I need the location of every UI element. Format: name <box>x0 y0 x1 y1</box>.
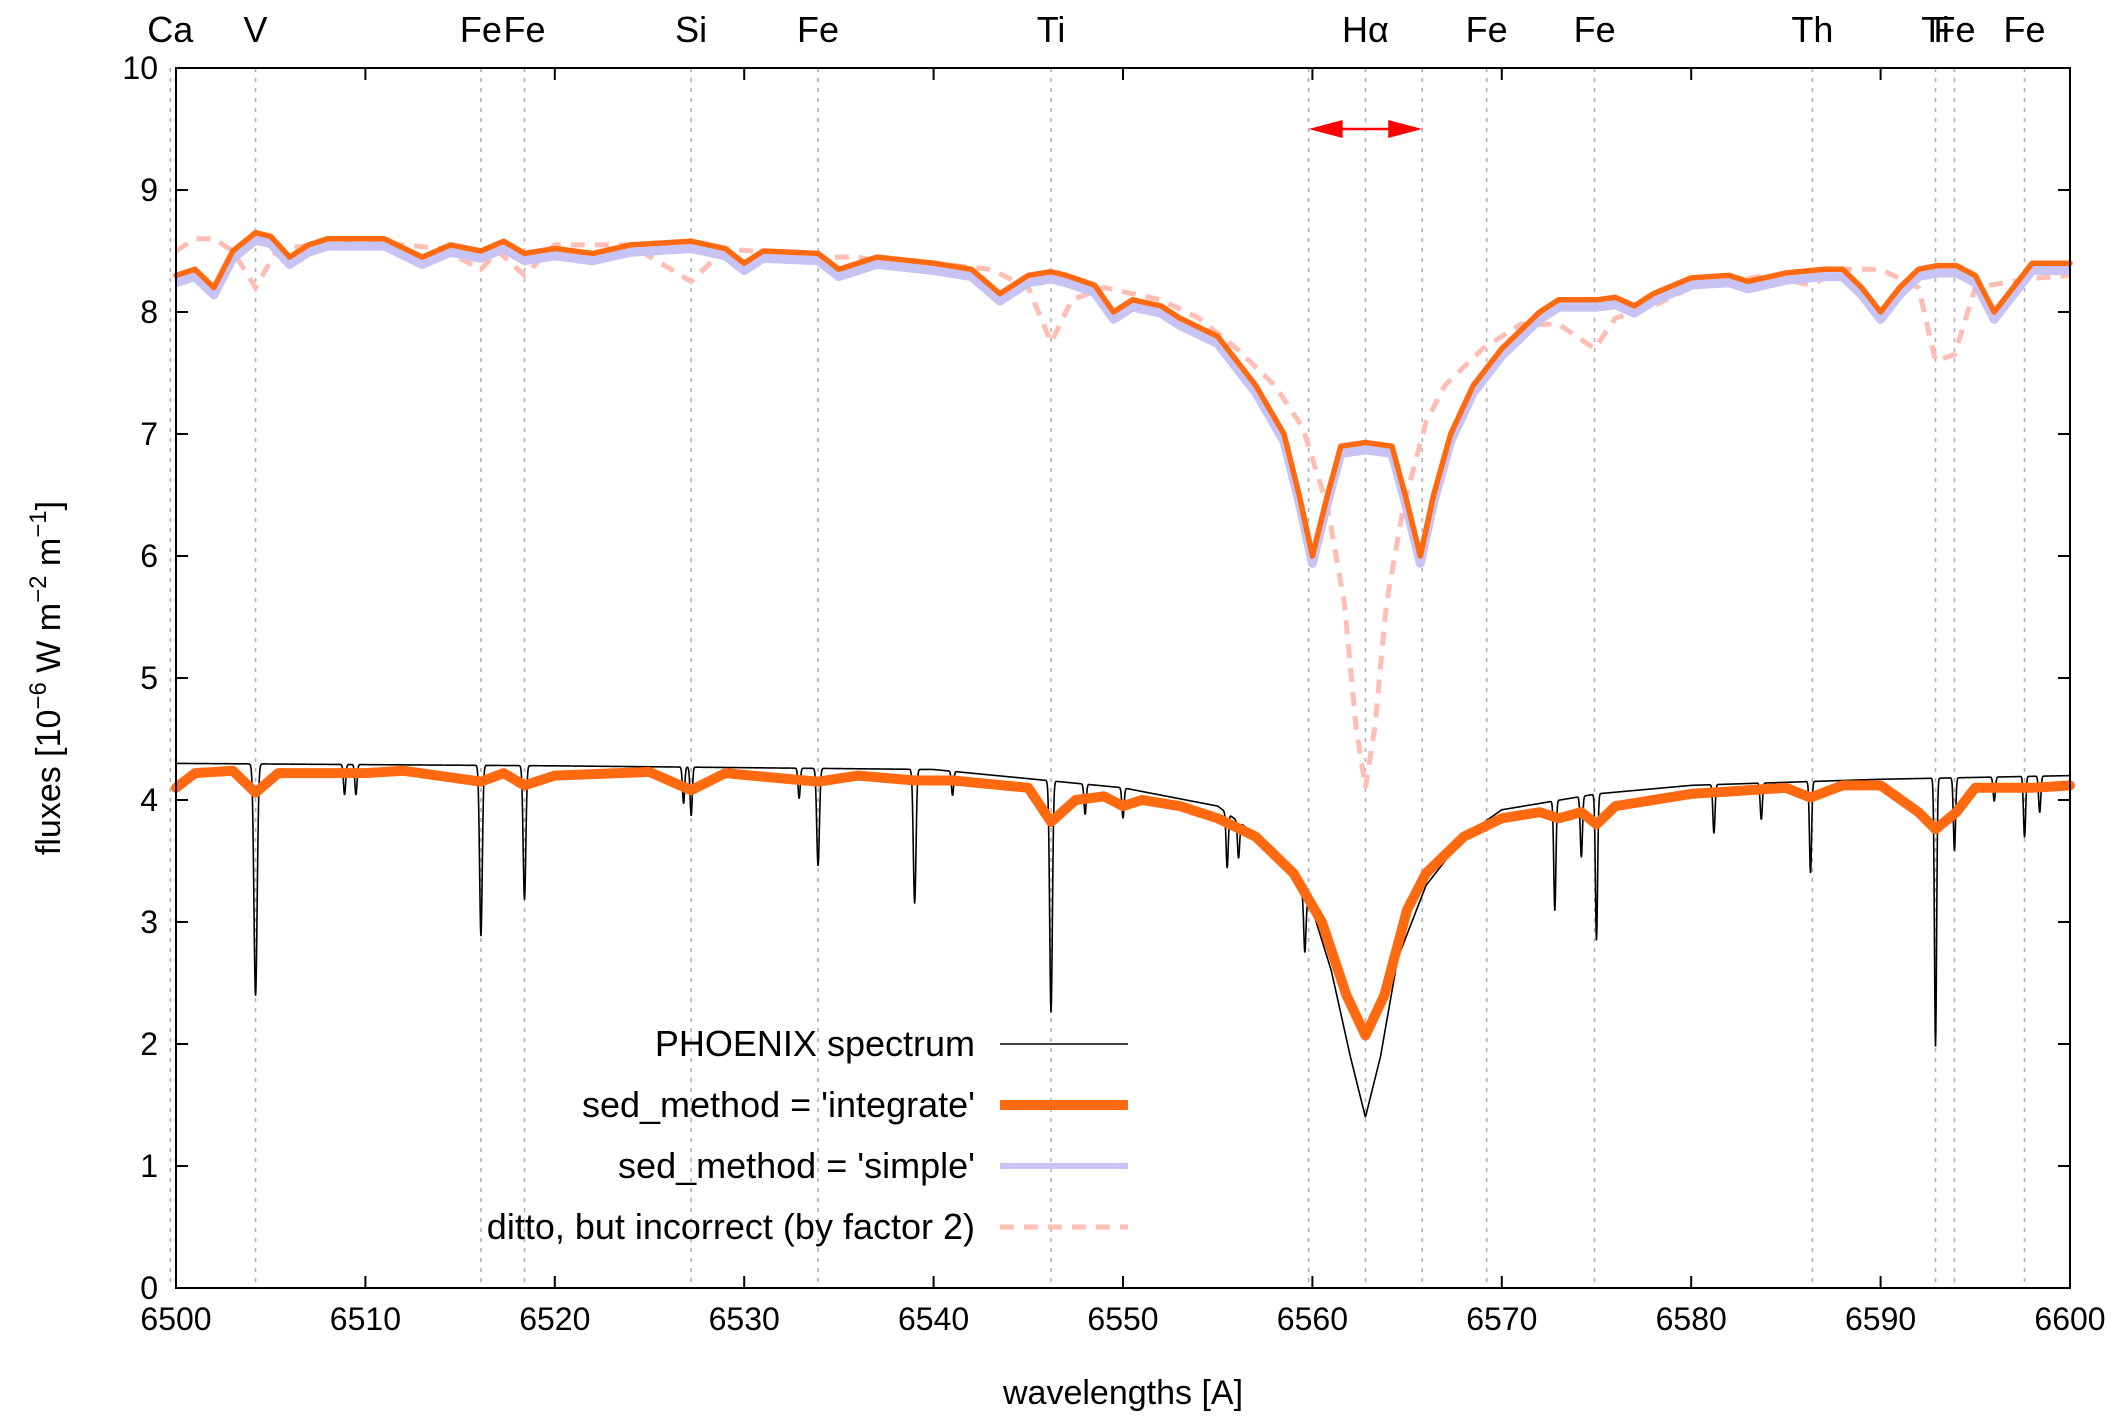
element-label: Fe <box>1574 9 1616 50</box>
y-title-suffix: ] <box>30 501 68 510</box>
y-title-prefix: fluxes [10 <box>30 710 68 856</box>
legend-label: ditto, but incorrect (by factor 2) <box>487 1206 975 1247</box>
x-tick-label: 6600 <box>2034 1301 2105 1337</box>
x-tick-label: 6520 <box>519 1301 590 1337</box>
element-label: Fe <box>797 9 839 50</box>
y-axis-title: fluxes [10−6 W m−2 m−1] <box>25 501 68 855</box>
legend-label: sed_method = 'integrate' <box>582 1084 975 1125</box>
x-tick-label: 6530 <box>709 1301 780 1337</box>
series-simple-line <box>173 235 2073 568</box>
y-title-exp1: −6 <box>25 682 52 709</box>
legend: PHOENIX spectrum sed_method = 'integrate'… <box>487 1023 1128 1247</box>
y-tick-label: 9 <box>140 172 158 208</box>
element-label: Ti <box>1037 9 1066 50</box>
legend-label: sed_method = 'simple' <box>618 1145 975 1186</box>
series-integrate-lower-line <box>171 765 2075 1041</box>
element-label: Hα <box>1342 9 1389 50</box>
element-label: Fe <box>1466 9 1508 50</box>
y-tick-label: 3 <box>140 904 158 940</box>
element-label: V <box>244 9 268 50</box>
x-tick-label: 6540 <box>898 1301 969 1337</box>
x-tick-label: 6580 <box>1656 1301 1727 1337</box>
y-title-exp3: −1 <box>25 510 52 537</box>
y-tick-label: 0 <box>140 1270 158 1306</box>
arrow-head-right <box>1388 120 1423 138</box>
arrow-head-left <box>1308 120 1343 138</box>
y-tick-label: 7 <box>140 416 158 452</box>
series-layer <box>171 229 2075 1118</box>
element-label: Ti <box>1921 9 1950 50</box>
element-label: Fe <box>1933 9 1975 50</box>
series-incorrect-line <box>174 236 2071 789</box>
element-label: Fe <box>2004 9 2046 50</box>
halpha-width-arrow <box>1308 120 1423 138</box>
y-tick-label: 2 <box>140 1026 158 1062</box>
y-tick-label: 5 <box>140 660 158 696</box>
y-title-mid1: W m <box>30 603 68 682</box>
element-label: Th <box>1791 9 1833 50</box>
element-label: Ca <box>147 9 194 50</box>
y-title-mid2: m <box>30 538 68 576</box>
y-axis: 0 1 2 3 4 5 6 7 8 9 10 <box>122 50 2070 1306</box>
x-tick-label: 6500 <box>140 1301 211 1337</box>
y-tick-label: 1 <box>140 1148 158 1184</box>
legend-label: PHOENIX spectrum <box>655 1023 975 1064</box>
series-phoenix-line <box>176 762 2070 1118</box>
series-integrate-upper-line <box>173 229 2073 559</box>
element-label: Fe <box>503 9 545 50</box>
x-tick-label: 6550 <box>1087 1301 1158 1337</box>
x-tick-label: 6560 <box>1277 1301 1348 1337</box>
x-tick-label: 6590 <box>1845 1301 1916 1337</box>
y-title-exp2: −2 <box>25 576 52 603</box>
element-label: Fe <box>460 9 502 50</box>
x-tick-label: 6570 <box>1466 1301 1537 1337</box>
y-tick-label: 10 <box>122 50 158 86</box>
x-tick-label: 6510 <box>330 1301 401 1337</box>
x-axis-title: wavelengths [A] <box>1002 1374 1243 1412</box>
y-tick-label: 6 <box>140 538 158 574</box>
y-tick-label: 8 <box>140 294 158 330</box>
x-axis: 6500 6510 6520 6530 6540 6550 6560 6570 6580 6590… <box>140 68 2106 1337</box>
element-label: Si <box>675 9 707 50</box>
y-tick-label: 4 <box>140 782 158 818</box>
